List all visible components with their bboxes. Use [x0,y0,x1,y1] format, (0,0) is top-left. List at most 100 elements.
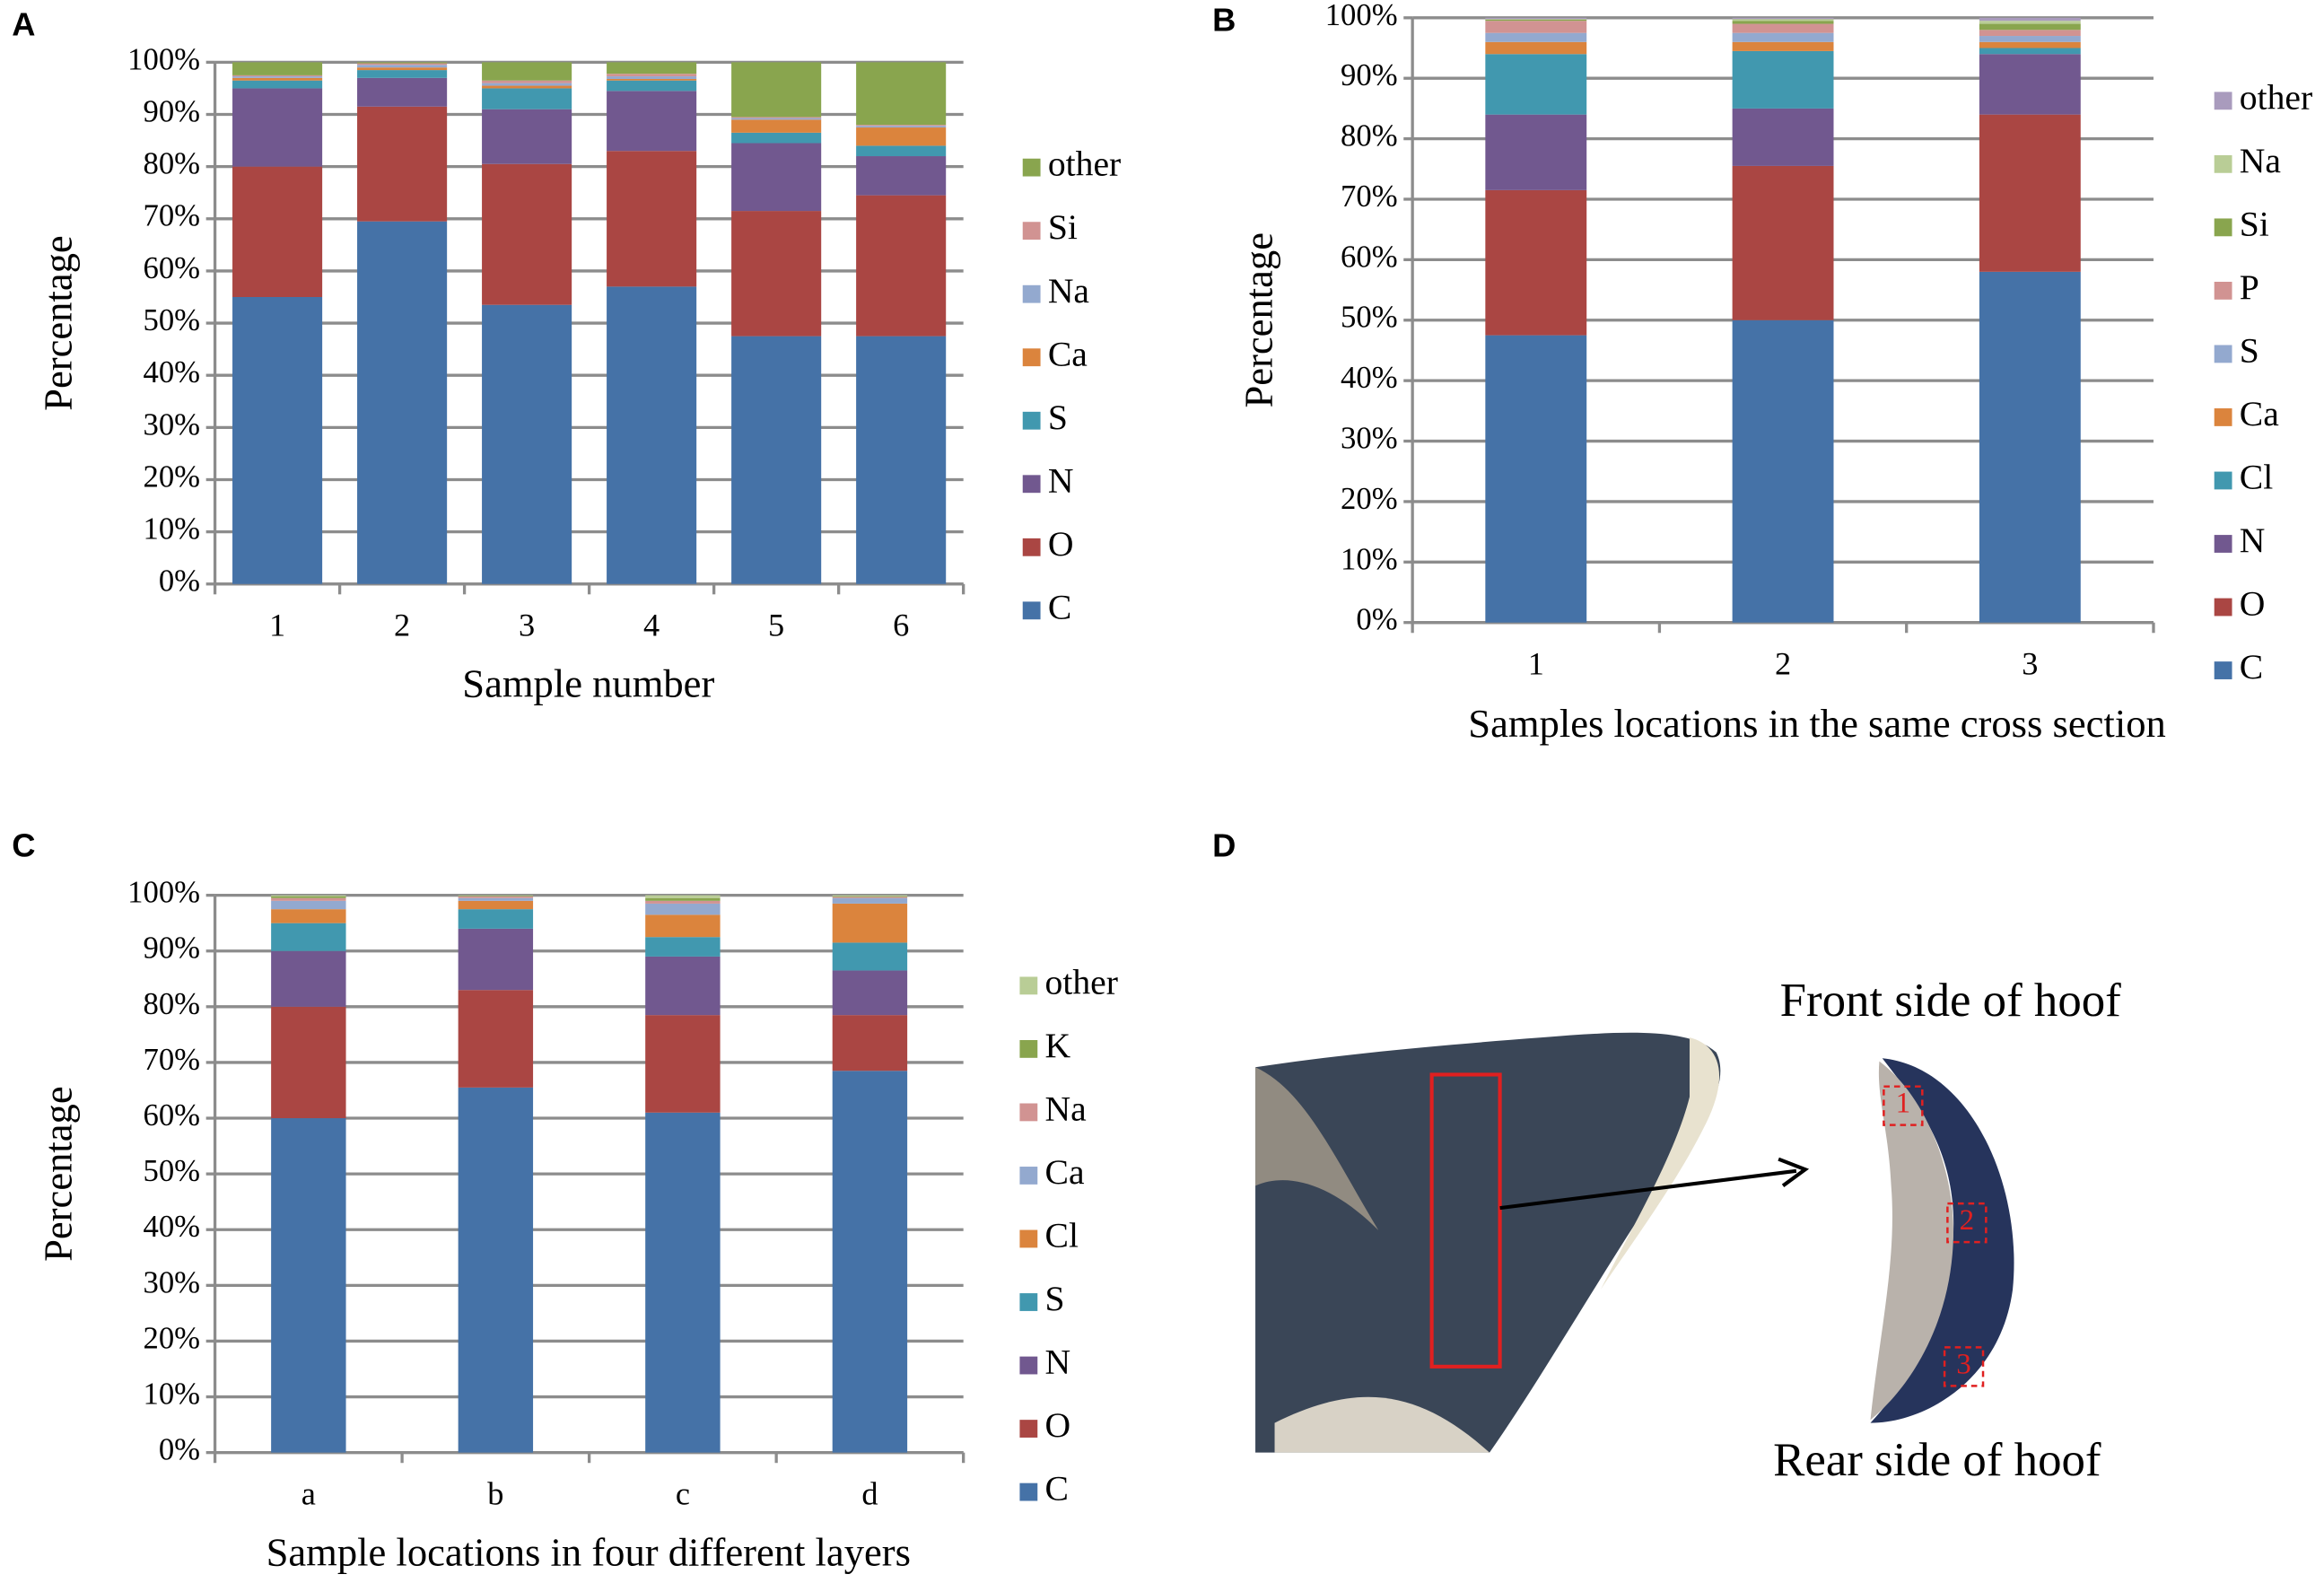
bar-segment [645,914,721,938]
bar-segment [1732,41,1834,51]
x-tick-label: 1 [1528,646,1544,682]
legend-label: Ca [1048,334,1088,373]
bar-segment [856,145,947,157]
cross-section-inner [1870,1061,1953,1421]
marker-label: 2 [1960,1204,1975,1237]
x-tick-label: 3 [519,608,535,643]
x-axis-title: Sample locations in four different layer… [266,1530,911,1575]
bar-segment [645,937,721,957]
bar-segment [271,900,346,910]
bar-segment [482,88,572,109]
bar-segment [832,1071,908,1453]
legend-label: C [2240,647,2263,687]
bar-segment [731,62,822,118]
legend-swatch [1019,976,1038,995]
legend-label: Na [1045,1089,1088,1129]
legend-swatch [2214,471,2232,490]
y-tick-label: 40% [143,1209,200,1244]
front-label: Front side of hoof [1780,975,2122,1027]
legend-swatch [1022,411,1041,430]
y-tick-label: 50% [143,1153,200,1188]
bar-segment [856,62,947,126]
legend-swatch [1022,475,1041,494]
legend-label: C [1048,587,1071,626]
bar-segment [607,80,697,92]
bar-segment [1979,23,2081,31]
panel-letter: B [1212,1,1236,38]
legend-label: Ca [1045,1152,1085,1192]
legend-label: S [1045,1279,1065,1318]
legend-swatch [2214,598,2232,617]
legend-label: Si [2240,204,2269,243]
bar-segment [232,166,323,297]
bar-segment [1485,114,1587,190]
bar-segment [232,88,323,167]
bar-segment [482,85,572,89]
y-tick-label: 50% [143,302,200,337]
legend-swatch [1022,601,1041,620]
bar-segment [357,63,448,66]
panel-letter: C [12,826,35,863]
legend-swatch [1022,222,1041,241]
y-tick-label: 100% [127,41,200,76]
legend-swatch [1019,1039,1038,1058]
legend-label: S [2240,331,2259,371]
legend-label: other [2240,77,2312,117]
x-tick-label: 3 [2022,646,2038,682]
bar-segment [482,163,572,305]
bar-segment [458,897,534,901]
bar-segment [458,928,534,991]
bar-segment [731,143,822,212]
bar-segment [232,62,323,75]
legend-swatch [1022,158,1041,177]
bar-segment [1979,271,2081,623]
y-tick-label: 100% [127,875,200,910]
legend-swatch [1019,1293,1038,1311]
bar-segment [1979,30,2081,37]
bar-segment [645,1015,721,1113]
bar-segment [271,923,346,951]
panel-letter: D [1212,826,1236,863]
y-tick-label: 10% [143,1377,200,1412]
hoof-edge [1600,1037,1720,1290]
y-tick-label: 20% [143,1320,200,1355]
x-tick-label: c [676,1476,690,1512]
bar-segment [731,211,822,337]
y-tick-label: 10% [143,512,200,547]
y-tick-label: 60% [143,250,200,285]
hoof-photo [1255,1032,1721,1453]
legend-label: K [1045,1026,1071,1065]
bar-segment [482,109,572,164]
y-axis-title: Percentage [36,235,81,411]
bar-segment [731,336,822,584]
x-tick-label: 1 [269,608,285,643]
legend-swatch [1019,1482,1038,1501]
bar-segment [1485,41,1587,55]
legend-swatch [1022,284,1041,303]
bar-segment [607,91,697,152]
bar-segment [482,83,572,86]
x-axis-title: Samples locations in the same cross sect… [1468,701,2165,746]
arrowhead [1778,1157,1810,1188]
legend-swatch [1019,1420,1038,1438]
bar-segment [232,80,323,89]
y-tick-label: 90% [143,93,200,128]
x-tick-label: 6 [893,608,909,643]
bar-segment [856,336,947,584]
y-tick-label: 70% [143,1042,200,1077]
legend-swatch [1019,1103,1038,1122]
bar-segment [1732,32,1834,42]
legend-swatch [1022,348,1041,367]
bar-segment [607,78,697,81]
bar-segment [607,62,697,74]
y-axis-title: Percentage [1236,232,1281,408]
bar-segment [458,990,534,1088]
y-tick-label: 50% [1341,300,1398,335]
legend-label: O [2240,584,2266,624]
bar-segment [1732,165,1834,320]
marker-box [1943,1346,1985,1387]
bar-segment [856,195,947,337]
arrow [1499,1168,1797,1211]
bar-segment [271,897,346,901]
